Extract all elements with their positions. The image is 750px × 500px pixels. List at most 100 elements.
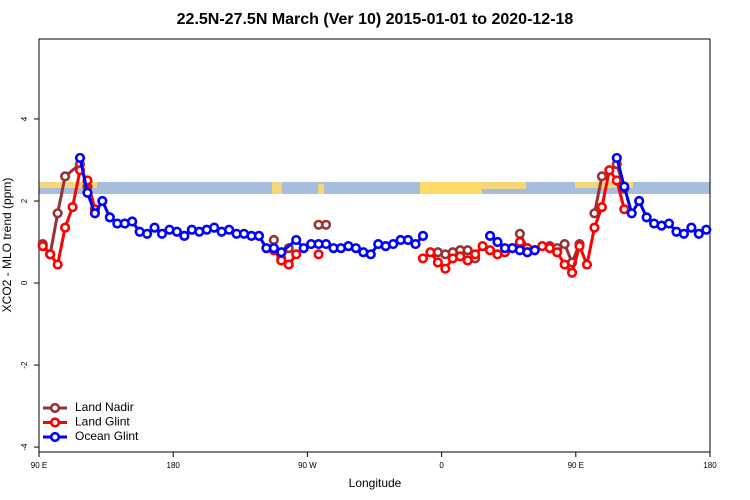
x-tick-label: 180: [167, 461, 181, 470]
data-point: [596, 171, 607, 182]
data-point: [701, 224, 712, 235]
data-point: [514, 236, 525, 248]
legend-marker: [49, 402, 61, 414]
data-point: [104, 212, 115, 223]
legend-label: Ocean Glint: [75, 429, 139, 443]
data-point: [410, 238, 421, 250]
data-point: [462, 245, 473, 256]
data-point: [552, 247, 563, 258]
data-point: [678, 228, 690, 239]
data-point: [693, 228, 704, 239]
data-point: [619, 181, 630, 192]
data-point: [634, 195, 645, 207]
y-tick-label: 2: [20, 198, 29, 203]
data-point: [268, 234, 279, 246]
legend-marker: [49, 417, 61, 428]
data-point: [686, 222, 697, 233]
data-point: [559, 259, 570, 270]
data-point: [313, 249, 324, 260]
land-strip: [420, 182, 482, 194]
data-point: [544, 243, 555, 254]
data-point: [402, 234, 414, 246]
map-strip: [39, 182, 710, 194]
data-point: [298, 243, 309, 254]
data-point: [209, 222, 220, 233]
data-point: [276, 247, 287, 258]
data-point: [179, 230, 190, 241]
data-point: [89, 208, 101, 219]
data-point: [97, 195, 108, 207]
x-tick-label: 180: [703, 461, 717, 470]
land-strip: [575, 182, 633, 188]
data-point: [641, 212, 652, 223]
data-point: [283, 259, 294, 270]
data-point: [484, 230, 496, 241]
data-point: [59, 222, 71, 233]
y-tick-label: 0: [20, 280, 29, 285]
data-point: [559, 238, 570, 250]
y-axis-label: XCO2 - MLO trend (ppm): [0, 178, 14, 313]
data-point: [455, 251, 466, 262]
data-point: [67, 202, 78, 213]
data-point: [417, 253, 429, 264]
land-strip: [482, 182, 526, 189]
data-point: [425, 247, 436, 258]
data-point: [611, 152, 622, 164]
data-point: [514, 228, 525, 239]
x-tick-label: 0: [439, 461, 444, 470]
data-point: [45, 249, 56, 260]
data-point: [156, 228, 168, 239]
data-point: [626, 208, 637, 219]
chart-title: 22.5N-27.5N March (Ver 10) 2015-01-01 to…: [177, 11, 574, 28]
legend-label: Land Glint: [75, 415, 130, 429]
data-point: [171, 226, 183, 237]
data-point: [589, 222, 600, 233]
x-axis-label: Longitude: [349, 476, 402, 490]
data-point: [477, 241, 488, 252]
data-point: [388, 238, 399, 250]
data-point: [596, 202, 607, 213]
data-point: [574, 241, 585, 252]
data-point: [566, 267, 578, 278]
data-point: [127, 216, 138, 227]
y-tick-label: -2: [20, 361, 29, 369]
land-strip: [318, 184, 324, 194]
data-point: [37, 241, 48, 252]
data-point: [52, 208, 63, 219]
land-strip: [272, 182, 282, 194]
data-point: [440, 263, 451, 274]
data-point: [253, 230, 265, 241]
data-point: [291, 234, 302, 246]
data-point: [350, 243, 361, 254]
data-point: [320, 219, 332, 230]
data-point: [611, 175, 622, 186]
data-point: [291, 249, 302, 260]
data-point: [365, 249, 376, 260]
data-point: [224, 224, 235, 235]
data-point: [417, 230, 429, 241]
data-point: [142, 228, 153, 239]
land-strip: [39, 182, 97, 188]
data-point: [52, 259, 63, 270]
y-tick-label: -4: [20, 443, 29, 451]
data-point: [268, 243, 279, 254]
data-point: [149, 222, 160, 233]
data-point: [663, 218, 675, 229]
ocean-strip: [39, 182, 710, 194]
data-point: [529, 245, 540, 256]
data-point: [619, 204, 630, 215]
x-tick-label: 90 W: [298, 461, 317, 470]
data-point: [492, 236, 503, 248]
x-tick-label: 90 E: [31, 461, 47, 470]
data-point: [320, 238, 332, 250]
y-tick-label: 4: [20, 116, 29, 121]
data-point: [82, 187, 93, 198]
data-point: [581, 259, 593, 270]
data-point: [484, 245, 496, 256]
data-point: [432, 257, 443, 268]
data-point: [462, 255, 473, 266]
data-point: [74, 152, 86, 164]
legend-label: Land Nadir: [75, 400, 134, 414]
data-point: [59, 171, 71, 182]
